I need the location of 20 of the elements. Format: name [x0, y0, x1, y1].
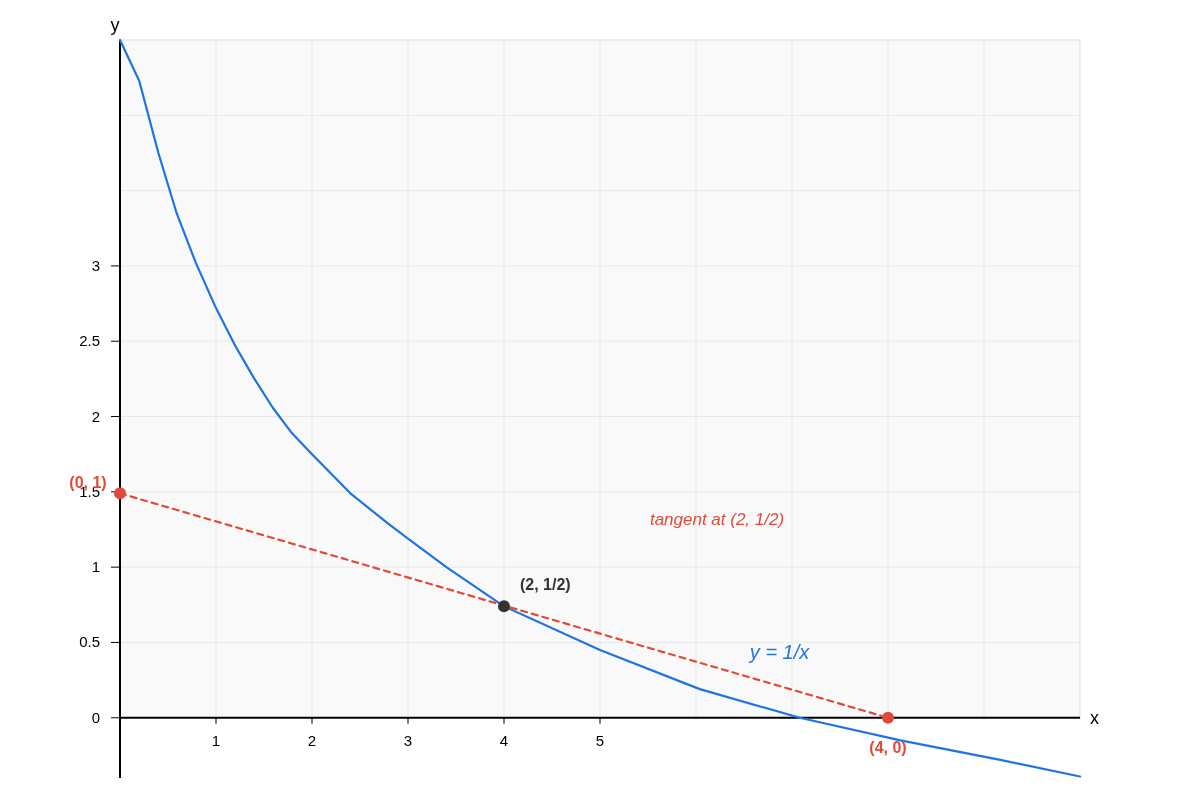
data-label: (2, 1/2) — [520, 576, 571, 594]
point — [498, 600, 510, 613]
x-axis-title: x — [1090, 707, 1099, 728]
y-tick-label: 3 — [91, 256, 100, 274]
x-tick-label: 1 — [211, 731, 221, 749]
y-axis-title: y — [110, 15, 120, 35]
y-tick-label: 0 — [91, 708, 100, 726]
point — [882, 711, 894, 724]
annotation: tangent at (2, 1/2) — [649, 509, 785, 529]
point — [114, 487, 126, 500]
data-label: (4, 0) — [869, 738, 907, 756]
x-tick-label: 4 — [499, 731, 509, 749]
y-tick-label: 2 — [91, 407, 100, 425]
y-tick-label: 1 — [91, 558, 100, 576]
y-tick-label: 0.5 — [79, 633, 100, 651]
x-tick-label: 3 — [403, 731, 413, 749]
series-label: y = 1/x — [747, 641, 811, 664]
x-tick-label: 5 — [595, 731, 605, 749]
y-tick-label: 2.5 — [79, 332, 100, 350]
x-tick-label: 2 — [307, 731, 317, 749]
